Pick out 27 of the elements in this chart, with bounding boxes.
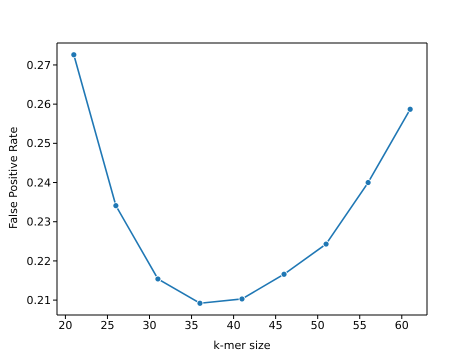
y-tick-label: 0.25 — [26, 137, 51, 150]
x-tick-label: 30 — [142, 318, 156, 332]
y-tick-label: 0.26 — [26, 98, 51, 112]
point — [112, 202, 120, 210]
y-tick-label: 0.27 — [26, 58, 51, 72]
point — [70, 51, 78, 58]
point — [280, 270, 288, 278]
x-tick-label: 50 — [310, 318, 325, 332]
y-tick-label: 0.24 — [26, 176, 51, 190]
x-tick-label: 35 — [184, 318, 199, 332]
point — [238, 296, 246, 302]
x-tick-label: 60 — [394, 318, 409, 332]
x-axis-title: k-mer size — [213, 339, 271, 352]
point — [364, 179, 372, 186]
x-tick-label: 25 — [100, 318, 114, 332]
point — [406, 106, 414, 113]
y-tick-label: 0.21 — [26, 294, 51, 308]
point — [154, 276, 162, 282]
x-tick-label: 20 — [58, 318, 72, 332]
y-tick-label: 0.22 — [26, 254, 51, 268]
point — [196, 300, 204, 307]
y-axis-title: False Positive Rate — [6, 126, 20, 229]
x-tick-label: 45 — [268, 318, 283, 332]
x-tick-label: 55 — [352, 318, 367, 332]
point — [322, 240, 330, 248]
y-tick-label: 0.23 — [26, 216, 51, 229]
x-tick-label: 40 — [226, 318, 241, 332]
